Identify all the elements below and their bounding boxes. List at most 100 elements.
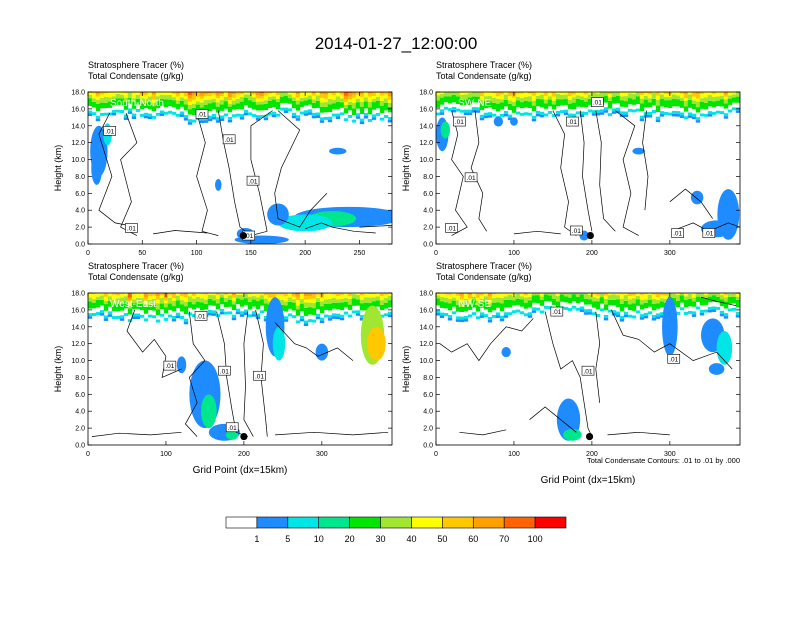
tracer-cell: [348, 84, 352, 90]
tracer-cell: [568, 114, 572, 117]
tracer-cell: [608, 87, 612, 91]
tracer-cell: [296, 294, 300, 297]
colorbar-label: 30: [376, 534, 386, 544]
tracer-cell: [580, 280, 584, 284]
tracer-column: [540, 282, 544, 316]
tracer-cell: [604, 284, 608, 288]
tracer-cell: [616, 299, 620, 306]
tracer-cell: [312, 295, 316, 299]
tracer-cell: [372, 102, 376, 110]
tracer-column: [700, 83, 704, 119]
tracer-cell: [180, 285, 184, 289]
tracer-cell: [520, 113, 524, 116]
tracer-cell: [548, 82, 552, 85]
tracer-cell: [160, 283, 164, 287]
tracer-cell: [236, 312, 240, 315]
tracer-cell: [524, 282, 528, 286]
tracer-column: [212, 83, 216, 120]
tracer-cell: [684, 284, 688, 288]
tracer-cell: [348, 97, 352, 99]
tracer-cell: [376, 289, 380, 292]
contour-label-text: .01: [225, 137, 234, 144]
tracer-cell: [440, 81, 444, 84]
tracer-cell: [116, 316, 120, 319]
tracer-cell: [268, 293, 272, 298]
tracer-cell: [672, 82, 676, 87]
tracer-column: [552, 84, 556, 120]
tracer-column: [648, 83, 652, 118]
tracer-cell: [560, 110, 564, 113]
tracer-cell: [164, 318, 168, 321]
tracer-cell: [208, 116, 212, 119]
tracer-cell: [256, 84, 260, 88]
tracer-cell: [680, 307, 684, 310]
tracer-cell: [240, 97, 244, 102]
tracer-cell: [208, 310, 212, 313]
tracer-cell: [220, 104, 224, 110]
contour-label-text: .01: [593, 100, 602, 107]
tracer-cell: [444, 302, 448, 308]
tracer-column: [716, 82, 720, 116]
tracer-cell: [632, 296, 636, 299]
tracer-column: [540, 81, 544, 117]
tracer-cell: [640, 99, 644, 104]
tracer-column: [336, 285, 340, 320]
tracer-cell: [144, 294, 148, 298]
tracer-cell: [600, 84, 604, 87]
tracer-cell: [352, 277, 356, 282]
tracer-cell: [592, 80, 596, 83]
tracer-cell: [696, 107, 700, 112]
tracer-cell: [324, 285, 328, 288]
colorbar-label: 100: [528, 534, 543, 544]
tracer-cell: [560, 80, 564, 85]
tracer-cell: [104, 97, 108, 103]
tracer-cell: [308, 90, 312, 95]
tracer-cell: [200, 298, 204, 302]
tracer-cell: [208, 313, 212, 316]
tracer-cell: [212, 300, 216, 305]
tracer-cell: [524, 84, 528, 89]
tracer-cell: [272, 93, 276, 97]
contour-label-text: .01: [220, 368, 229, 375]
colorbar-swatch: [226, 517, 257, 528]
tracer-cell: [732, 293, 736, 297]
tracer-cell: [300, 281, 304, 285]
colorbar-swatch: [288, 517, 319, 528]
tracer-cell: [176, 100, 180, 103]
tracer-cell: [616, 73, 620, 77]
tracer-cell: [680, 283, 684, 288]
tracer-cell: [116, 82, 120, 85]
tracer-cell: [660, 76, 664, 81]
tracer-cell: [380, 285, 384, 286]
tracer-cell: [532, 106, 536, 112]
tracer-cell: [296, 98, 300, 101]
tracer-cell: [696, 306, 700, 309]
tracer-cell: [644, 96, 648, 100]
tracer-cell: [696, 101, 700, 107]
tracer-column: [240, 282, 244, 317]
tracer-cell: [212, 278, 216, 283]
tracer-cell: [536, 288, 540, 291]
tracer-cell: [384, 295, 388, 298]
tracer-cell: [136, 287, 140, 290]
tracer-cell: [500, 319, 504, 322]
tracer-cell: [464, 319, 468, 322]
tracer-cell: [364, 116, 368, 119]
tracer-cell: [164, 90, 168, 95]
tracer-cell: [104, 86, 108, 90]
tracer-cell: [256, 301, 260, 309]
tracer-cell: [228, 92, 232, 97]
tracer-cell: [144, 116, 148, 119]
tracer-cell: [732, 280, 736, 285]
tracer-cell: [588, 77, 592, 82]
tracer-cell: [692, 87, 696, 90]
tracer-cell: [520, 88, 524, 93]
tracer-cell: [232, 98, 236, 101]
tracer-cell: [220, 297, 224, 304]
tracer-cell: [228, 120, 232, 123]
tracer-cell: [588, 288, 592, 292]
tracer-cell: [448, 315, 452, 318]
tracer-cell: [436, 310, 440, 313]
tracer-cell: [736, 280, 740, 284]
tracer-cell: [688, 283, 692, 286]
